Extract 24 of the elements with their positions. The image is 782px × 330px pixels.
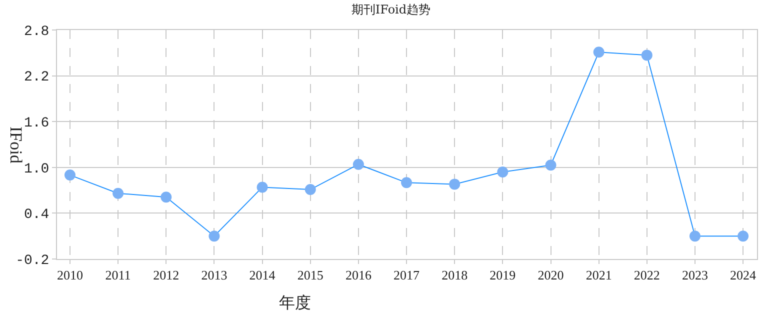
- y-tick-label: -0.2: [16, 252, 50, 269]
- y-tick-label: 2.8: [24, 24, 50, 40]
- x-tick-label: 2011: [105, 268, 131, 283]
- x-tick-label: 2019: [490, 268, 516, 283]
- x-tick-label: 2024: [730, 268, 757, 283]
- x-tick-label: 2013: [201, 268, 228, 283]
- y-tick-label: 0.4: [24, 207, 50, 224]
- x-tick-label: 2016: [345, 268, 372, 283]
- y-axis-title: IFoid: [6, 126, 26, 164]
- y-tick-label: 2.2: [24, 70, 50, 86]
- x-tick-label: 2010: [56, 268, 83, 283]
- x-tick-label: 2017: [394, 268, 420, 283]
- x-tick-label: 2018: [442, 268, 468, 283]
- x-tick-label: 2015: [297, 268, 324, 283]
- y-tick-label: 1.0: [24, 161, 50, 178]
- x-tick-label: 2014: [249, 268, 276, 283]
- x-tick-label: 2020: [538, 268, 564, 283]
- x-tick-label: 2021: [586, 268, 612, 283]
- x-tick-label: 2012: [153, 268, 180, 283]
- x-tick-label: 2022: [634, 268, 660, 283]
- chart-title: 期刊IFoid趋势: [351, 2, 431, 16]
- y-tick-label: 1.6: [24, 116, 50, 132]
- x-axis-title: 年度: [279, 293, 311, 312]
- x-tick-label: 2023: [682, 268, 708, 283]
